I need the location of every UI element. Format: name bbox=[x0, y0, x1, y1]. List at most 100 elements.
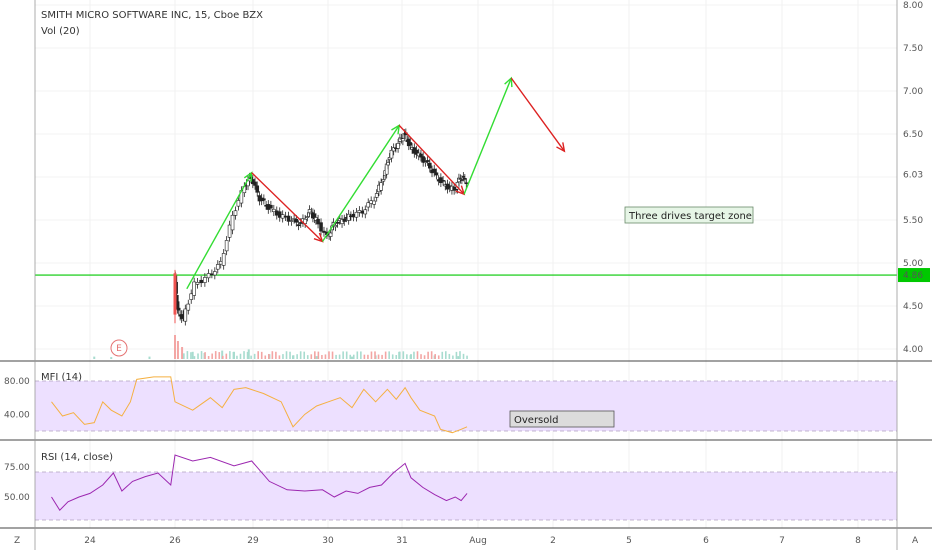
price-tick-label: 5.00 bbox=[903, 259, 923, 269]
candle-body bbox=[384, 163, 389, 175]
date-tick-label: 5 bbox=[626, 536, 632, 546]
candle-body bbox=[303, 218, 307, 224]
candle-body bbox=[189, 293, 194, 300]
candle-body bbox=[463, 178, 467, 180]
candle-body bbox=[322, 230, 326, 233]
volume-bar bbox=[363, 354, 366, 359]
volume-bar bbox=[324, 354, 327, 359]
oversold-label: Oversold bbox=[514, 415, 559, 426]
corner-left-label[interactable]: Z bbox=[14, 536, 20, 546]
candle-body bbox=[233, 210, 238, 216]
volume-bar bbox=[271, 351, 274, 359]
earnings-marker[interactable]: E bbox=[110, 339, 128, 357]
volume-bar bbox=[190, 352, 192, 359]
volume-bar bbox=[289, 351, 291, 359]
volume-label: Vol (20) bbox=[41, 26, 80, 37]
oversold-box[interactable]: Oversold bbox=[509, 410, 615, 428]
volume-bar bbox=[193, 356, 196, 359]
price-tick-label: 4.00 bbox=[903, 345, 923, 355]
candle-body bbox=[421, 156, 425, 163]
volume-bar bbox=[218, 352, 221, 359]
volume-bar bbox=[278, 355, 281, 359]
volume-bar bbox=[423, 355, 426, 359]
volume-bar bbox=[413, 351, 415, 359]
candle-body bbox=[283, 215, 288, 218]
volume-bar bbox=[381, 354, 383, 359]
date-tick-label: 31 bbox=[396, 536, 407, 546]
candle-body bbox=[272, 208, 276, 213]
candle-body bbox=[328, 232, 333, 237]
candle-body bbox=[274, 210, 279, 216]
price-panel[interactable]: Three drives target zone E SMITH MICRO S… bbox=[35, 0, 897, 528]
candle-body bbox=[441, 180, 445, 182]
volume-bar bbox=[93, 356, 96, 359]
volume-bar bbox=[395, 355, 398, 359]
candle-body bbox=[425, 160, 430, 162]
volume-bar bbox=[260, 351, 263, 359]
volume-bar bbox=[352, 354, 355, 359]
volume-bar bbox=[335, 354, 337, 359]
volume-bar bbox=[110, 357, 113, 359]
volume-bar bbox=[466, 355, 468, 359]
candle-body bbox=[460, 179, 464, 181]
candle-body bbox=[253, 181, 257, 186]
volume-bar bbox=[292, 355, 295, 359]
volume-bar bbox=[374, 351, 376, 359]
three-drives-target-box[interactable]: Three drives target zone bbox=[624, 206, 754, 224]
volume-bar bbox=[402, 351, 405, 359]
candle-body bbox=[224, 240, 229, 252]
volume-bar bbox=[455, 351, 458, 359]
price-tick-label: 5.50 bbox=[903, 216, 923, 226]
candle-body bbox=[218, 261, 223, 265]
volume-bar bbox=[183, 353, 185, 359]
volume-bar bbox=[448, 353, 451, 359]
volume-bar bbox=[282, 354, 284, 359]
candle-body bbox=[227, 224, 232, 238]
volume-bar bbox=[176, 341, 179, 359]
candle-body bbox=[262, 198, 266, 201]
volume-bar bbox=[420, 354, 422, 359]
candle-body bbox=[269, 204, 273, 209]
candle-body bbox=[305, 216, 310, 218]
candle-body bbox=[206, 273, 211, 279]
volume-bar bbox=[181, 347, 184, 359]
date-tick-label: 29 bbox=[247, 536, 259, 546]
candle-body bbox=[363, 209, 368, 215]
candle-body bbox=[372, 200, 376, 205]
candle-body bbox=[176, 307, 181, 311]
volume-bar bbox=[200, 351, 203, 359]
candle-body bbox=[389, 149, 394, 159]
volume-bar bbox=[388, 351, 390, 359]
volume-bar bbox=[437, 355, 440, 359]
volume-bars bbox=[93, 335, 468, 359]
date-tick-label: 24 bbox=[84, 536, 96, 546]
volume-bar bbox=[459, 351, 461, 359]
candle-body bbox=[381, 179, 386, 182]
candle-body bbox=[255, 185, 260, 193]
volume-bar bbox=[356, 351, 359, 359]
candle-body bbox=[419, 153, 423, 158]
drive-arrow-line bbox=[398, 124, 465, 195]
candle-body bbox=[351, 213, 356, 218]
chart-title: SMITH MICRO SOFTWARE INC, 15, Cboe BZX bbox=[41, 10, 263, 21]
mfi-panel[interactable]: Oversold MFI (14) bbox=[35, 372, 897, 434]
volume-bar bbox=[296, 354, 298, 359]
last-price-label: 6.03 bbox=[903, 170, 923, 180]
corner-right-label[interactable]: A bbox=[912, 536, 919, 546]
volume-bar bbox=[457, 356, 460, 359]
candle-body bbox=[432, 168, 437, 173]
y-axis-labels: 8.00 7.50 7.00 6.50 5.50 5.00 4.50 4.00 6.03 80.0… bbox=[4, 1, 923, 503]
volume-bar bbox=[349, 354, 352, 359]
candle-body bbox=[391, 147, 396, 152]
volume-bar bbox=[229, 351, 231, 359]
volume-bar bbox=[452, 355, 454, 359]
candle-body bbox=[369, 200, 373, 204]
volume-bar bbox=[247, 349, 250, 359]
candle-body bbox=[379, 182, 383, 191]
rsi-panel[interactable]: RSI (14, close) bbox=[35, 452, 897, 521]
three-drives-arrows bbox=[186, 76, 566, 290]
candle-body bbox=[408, 142, 413, 146]
mfi-tick-label: 80.00 bbox=[4, 377, 30, 387]
volume-bar bbox=[191, 351, 194, 359]
